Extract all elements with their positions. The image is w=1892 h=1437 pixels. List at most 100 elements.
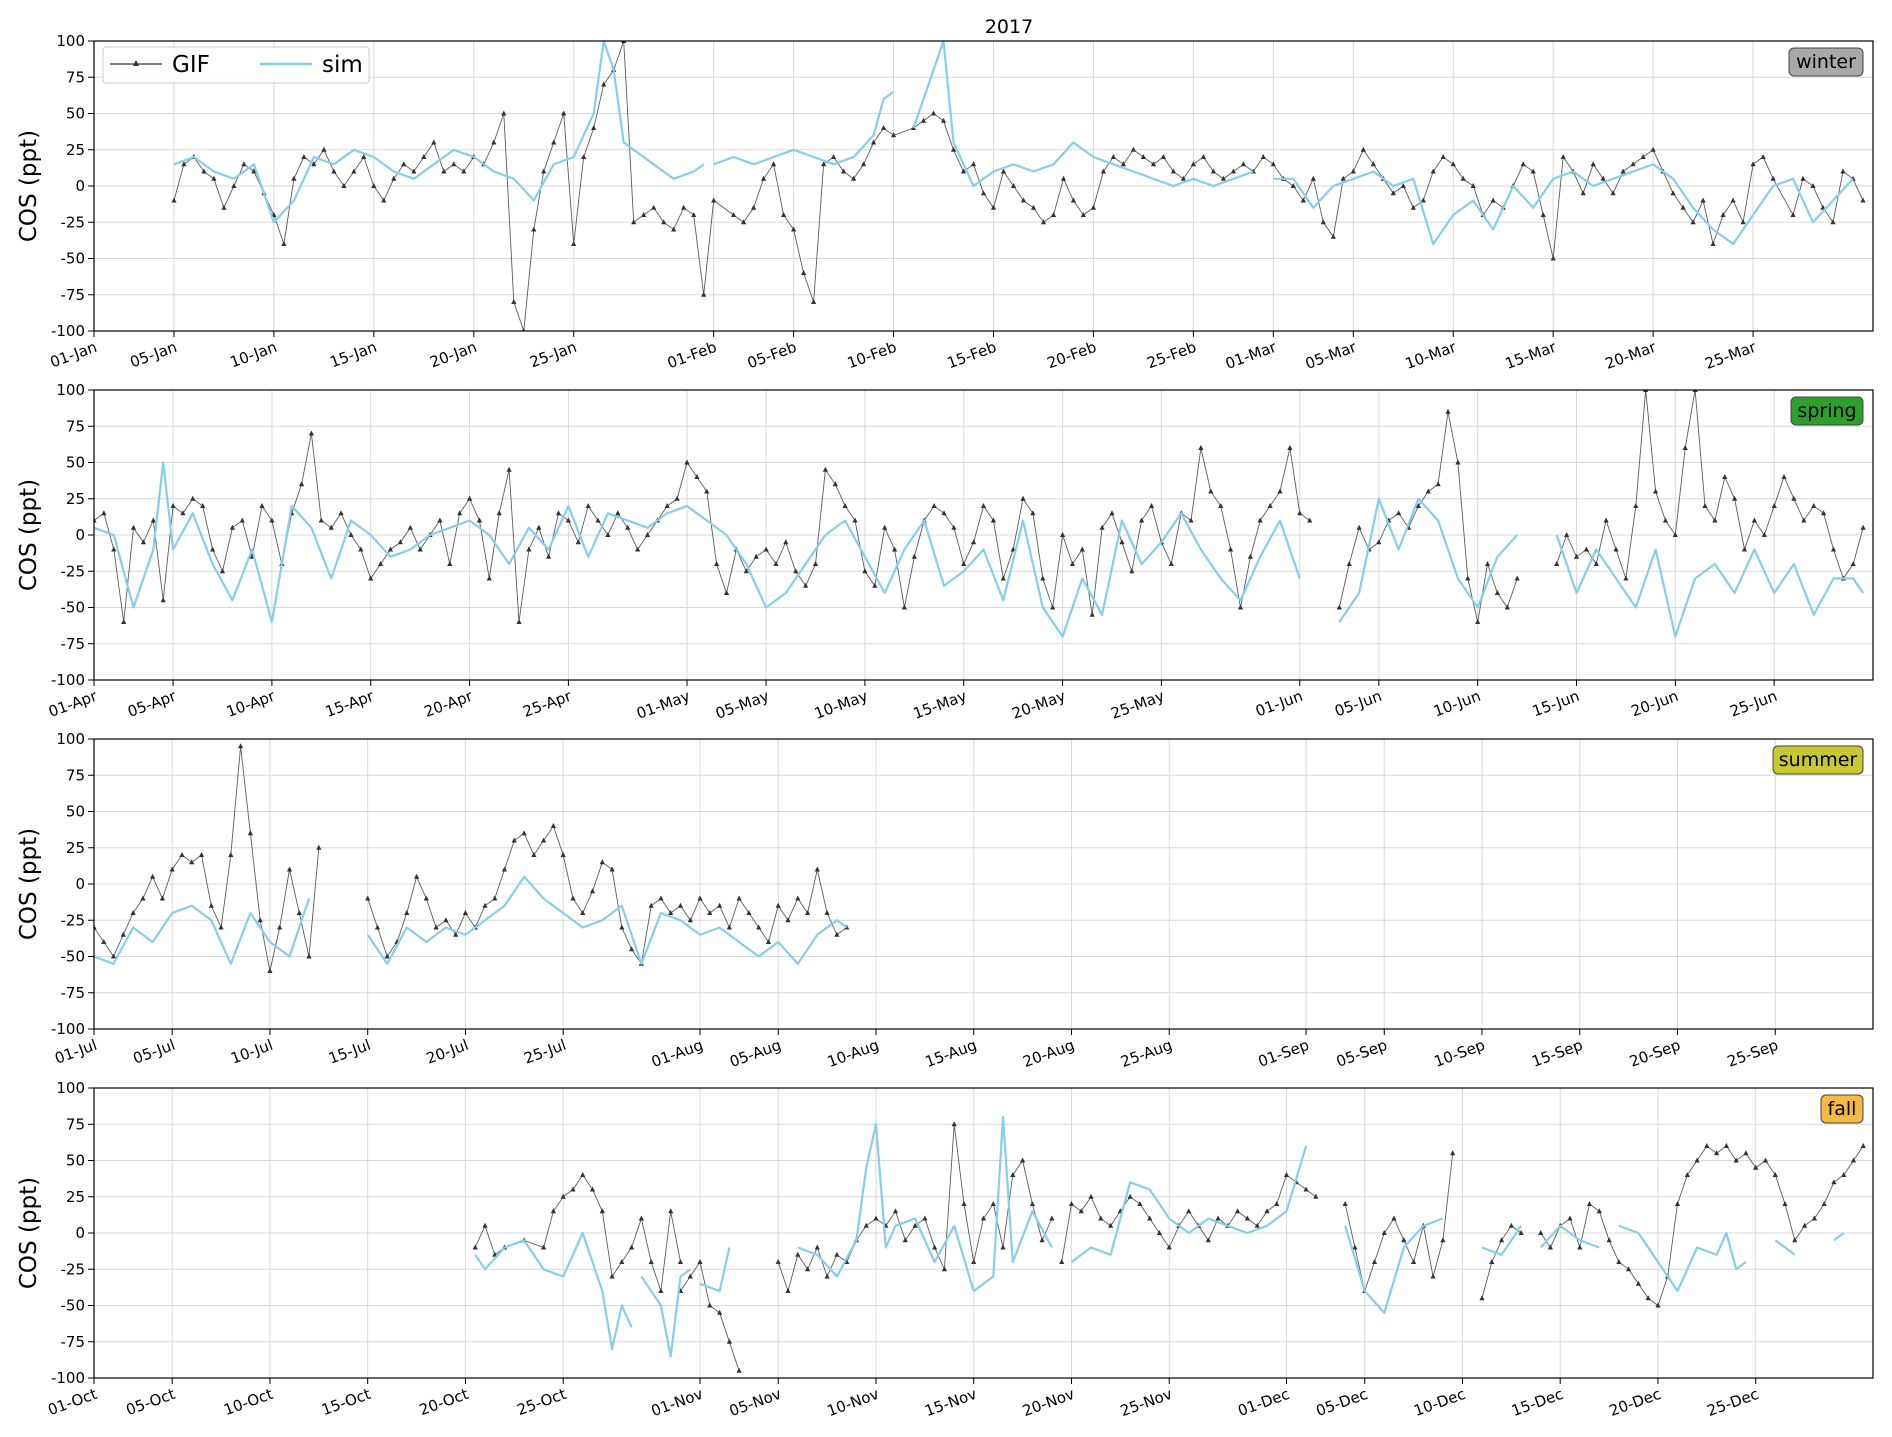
- gif-point: [210, 546, 216, 552]
- gif-point: [1340, 175, 1346, 181]
- gif-point: [101, 510, 107, 516]
- gif-point: [1830, 219, 1836, 225]
- x-tick-label: 10-Nov: [825, 1385, 882, 1420]
- gif-point: [1110, 154, 1116, 159]
- gif-point: [1440, 154, 1446, 159]
- gif-point: [1751, 517, 1757, 523]
- gif-point: [414, 873, 420, 879]
- gif-point: [1743, 1150, 1749, 1156]
- gif-point: [1147, 1215, 1153, 1221]
- x-tick-label: 05-Jan: [128, 338, 180, 371]
- gif-point: [664, 503, 670, 508]
- gif-point: [711, 197, 717, 203]
- gif-point: [741, 219, 747, 225]
- gif-point: [1137, 1201, 1143, 1206]
- gif-point: [707, 1302, 713, 1308]
- gif-point: [871, 139, 877, 145]
- gif-point: [1228, 546, 1234, 552]
- gif-point: [1310, 175, 1316, 181]
- gif-point: [834, 1251, 840, 1257]
- x-tick-label: 20-May: [1010, 687, 1068, 723]
- gif-point: [658, 895, 664, 901]
- gif-point: [160, 597, 166, 603]
- gif-point: [433, 924, 439, 930]
- y-tick-label: -75: [61, 635, 86, 653]
- y-tick-label: 50: [66, 105, 85, 123]
- x-tick-label: 25-Jul: [522, 1036, 569, 1068]
- gif-point: [462, 910, 468, 915]
- x-tick-label: 10-Feb: [845, 338, 899, 372]
- gif-point: [1160, 154, 1166, 159]
- gif-point: [1303, 1186, 1309, 1192]
- gif-point: [1490, 197, 1496, 203]
- gif-point: [1626, 1266, 1632, 1272]
- gif-point: [291, 175, 297, 181]
- gif-point: [920, 117, 927, 123]
- gif-point: [550, 1208, 556, 1214]
- gif-point: [1730, 197, 1736, 203]
- gif-point: [1109, 510, 1115, 516]
- gif-point: [625, 524, 631, 530]
- gif-point: [1430, 168, 1436, 174]
- gif-point: [701, 291, 707, 297]
- x-tick-label: 25-Dec: [1705, 1385, 1761, 1420]
- gif-point: [801, 270, 807, 275]
- gif-point: [404, 910, 410, 915]
- gif-point: [397, 539, 403, 545]
- gif-point: [1860, 1143, 1866, 1148]
- gif-point: [1714, 1150, 1720, 1156]
- gif-point: [1485, 561, 1491, 566]
- y-tick-label: 50: [66, 454, 85, 472]
- x-tick-label: 15-Nov: [922, 1385, 979, 1420]
- gif-point: [1166, 1244, 1172, 1250]
- gif-point: [1376, 539, 1382, 545]
- x-tick-label: 10-Oct: [221, 1385, 275, 1419]
- gif-point: [648, 902, 654, 908]
- gif-point: [492, 895, 498, 901]
- gif-point: [814, 1244, 820, 1250]
- gif-point: [1802, 1222, 1808, 1228]
- y-tick-label: 50: [66, 1152, 85, 1170]
- gif-point: [1010, 183, 1017, 188]
- gif-point: [1039, 1237, 1045, 1243]
- gif-point: [1440, 1237, 1446, 1243]
- y-axis-label: COS (ppt): [16, 130, 42, 242]
- y-tick-label: 75: [66, 68, 85, 86]
- gif-point: [736, 895, 742, 901]
- gif-point: [1810, 183, 1816, 188]
- x-tick-label: 01-Jan: [48, 338, 100, 371]
- gif-point: [1586, 1201, 1593, 1206]
- gif-point: [1435, 481, 1441, 487]
- y-tick-label: -75: [61, 984, 86, 1002]
- gif-point: [1119, 539, 1125, 545]
- gif-point: [746, 910, 752, 915]
- gif-point: [298, 481, 305, 487]
- gif-point: [531, 226, 537, 232]
- gif-point: [437, 517, 443, 523]
- gif-point: [1753, 1164, 1759, 1170]
- x-tick-label: 10-Jul: [228, 1036, 275, 1068]
- gif-point: [159, 895, 165, 901]
- gif-point: [1156, 1230, 1162, 1235]
- gif-point: [1168, 561, 1174, 566]
- gif-point: [1554, 561, 1560, 566]
- gif-point: [821, 161, 827, 167]
- gif-point: [971, 1259, 977, 1264]
- gif-point: [1260, 154, 1266, 159]
- gif-point: [384, 953, 390, 959]
- gif-point: [358, 546, 364, 552]
- gif-point: [950, 146, 957, 152]
- legend-box: [102, 46, 370, 84]
- gif-point: [1220, 175, 1226, 181]
- gif-point: [1099, 524, 1105, 530]
- gif-point: [811, 299, 817, 304]
- sim-series-line: [474, 1115, 1845, 1358]
- gif-point: [130, 910, 136, 915]
- gif-point: [1401, 1237, 1407, 1243]
- x-tick-label: 25-Aug: [1118, 1036, 1174, 1071]
- gif-point: [1704, 1143, 1710, 1148]
- gif-point: [308, 430, 314, 436]
- x-tick-label: 01-Feb: [665, 338, 719, 372]
- x-tick-label: 20-Oct: [417, 1385, 471, 1419]
- gif-point: [1520, 161, 1526, 167]
